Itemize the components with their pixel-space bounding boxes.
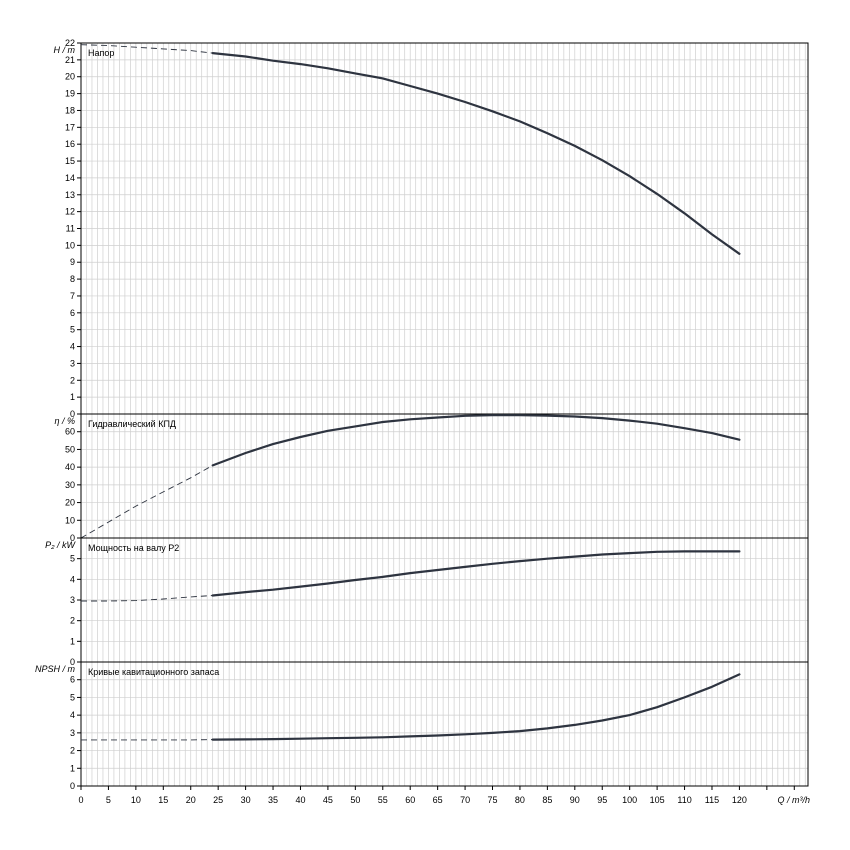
curve-solid [211, 414, 741, 467]
y-tick-label: 10 [65, 240, 75, 250]
y-tick-label: 6 [70, 308, 75, 318]
y-tick-label: 7 [70, 291, 75, 301]
x-tick-label: 45 [323, 795, 333, 805]
x-tick-label: 80 [515, 795, 525, 805]
y-axis-label: P₂ / kW [45, 540, 76, 550]
panel-frame [80, 661, 809, 787]
y-tick-label: 3 [70, 728, 75, 738]
y-axis-label: NPSH / m [35, 664, 76, 674]
curve-solid [211, 52, 741, 255]
x-tick-label: 110 [677, 795, 691, 805]
x-tick-label: 0 [78, 795, 83, 805]
y-tick-label: 11 [66, 224, 75, 234]
y-tick-label: 20 [65, 498, 75, 508]
y-tick-label: 4 [70, 342, 75, 352]
x-tick-label: 100 [622, 795, 637, 805]
y-tick-label: 0 [70, 657, 75, 667]
curve-dashed-extrapolation [80, 44, 213, 54]
y-tick-label: 18 [65, 105, 75, 115]
panel-title: Гидравлический КПД [88, 419, 176, 429]
x-tick-label: 120 [732, 795, 747, 805]
y-tick-label: 14 [65, 173, 75, 183]
x-tick-label: 25 [213, 795, 223, 805]
x-tick-label: 5 [106, 795, 111, 805]
y-tick-label: 21 [65, 55, 75, 65]
x-tick-label: 70 [460, 795, 470, 805]
curve-solid [211, 550, 741, 597]
panel-title: Кривые кавитационного запаса [88, 667, 219, 677]
y-tick-label: 50 [65, 444, 75, 454]
y-tick-label: 5 [70, 554, 75, 564]
x-tick-label: 85 [542, 795, 552, 805]
x-tick-label: 65 [433, 795, 443, 805]
y-tick-label: 40 [65, 462, 75, 472]
curve-solid [211, 673, 741, 741]
y-axis-label: η / % [54, 416, 75, 426]
y-tick-label: 2 [70, 616, 75, 626]
y-tick-label: 0 [70, 781, 75, 791]
y-tick-label: 6 [70, 675, 75, 685]
x-tick-label: 95 [597, 795, 607, 805]
x-tick-label: 35 [268, 795, 278, 805]
y-tick-label: 30 [65, 480, 75, 490]
y-tick-label: 2 [70, 746, 75, 756]
x-tick-label: 20 [186, 795, 196, 805]
y-tick-label: 5 [70, 692, 75, 702]
x-tick-label: 15 [158, 795, 168, 805]
y-tick-label: 4 [70, 574, 75, 584]
panel-title: Напор [88, 48, 114, 58]
y-tick-label: 10 [65, 515, 75, 525]
y-tick-label: 9 [70, 257, 75, 267]
x-tick-label: 50 [350, 795, 360, 805]
x-tick-label: 60 [405, 795, 415, 805]
x-tick-label: 105 [650, 795, 665, 805]
y-tick-label: 2 [70, 375, 75, 385]
y-tick-label: 60 [65, 427, 75, 437]
y-tick-label: 3 [70, 358, 75, 368]
y-tick-label: 22 [65, 38, 75, 48]
x-tick-label: 30 [241, 795, 251, 805]
x-tick-label: 115 [705, 795, 719, 805]
y-tick-label: 13 [65, 190, 75, 200]
y-tick-label: 4 [70, 710, 75, 720]
y-tick-label: 0 [70, 533, 75, 543]
y-tick-label: 1 [70, 636, 75, 646]
y-tick-label: 19 [65, 89, 75, 99]
curve-dashed-extrapolation [81, 595, 213, 602]
y-tick-label: 16 [65, 139, 75, 149]
y-tick-label: 1 [70, 763, 75, 773]
y-tick-label: 1 [70, 392, 75, 402]
y-tick-label: 8 [70, 274, 75, 284]
x-tick-label: 75 [488, 795, 498, 805]
y-tick-label: 20 [65, 72, 75, 82]
y-tick-label: 3 [70, 595, 75, 605]
y-tick-label: 0 [70, 409, 75, 419]
panel-frame [80, 413, 809, 539]
x-tick-label: 10 [131, 795, 141, 805]
y-tick-label: 17 [65, 122, 75, 132]
panel-title: Мощность на валу P2 [88, 543, 179, 553]
x-tick-label: 40 [295, 795, 305, 805]
y-tick-label: 15 [65, 156, 75, 166]
x-tick-label: 55 [378, 795, 388, 805]
x-tick-label: 90 [570, 795, 580, 805]
y-axis-label: H / m [54, 45, 76, 55]
y-tick-label: 5 [70, 325, 75, 335]
y-tick-label: 12 [65, 207, 75, 217]
x-axis-label: Q / m³/h [777, 795, 810, 805]
